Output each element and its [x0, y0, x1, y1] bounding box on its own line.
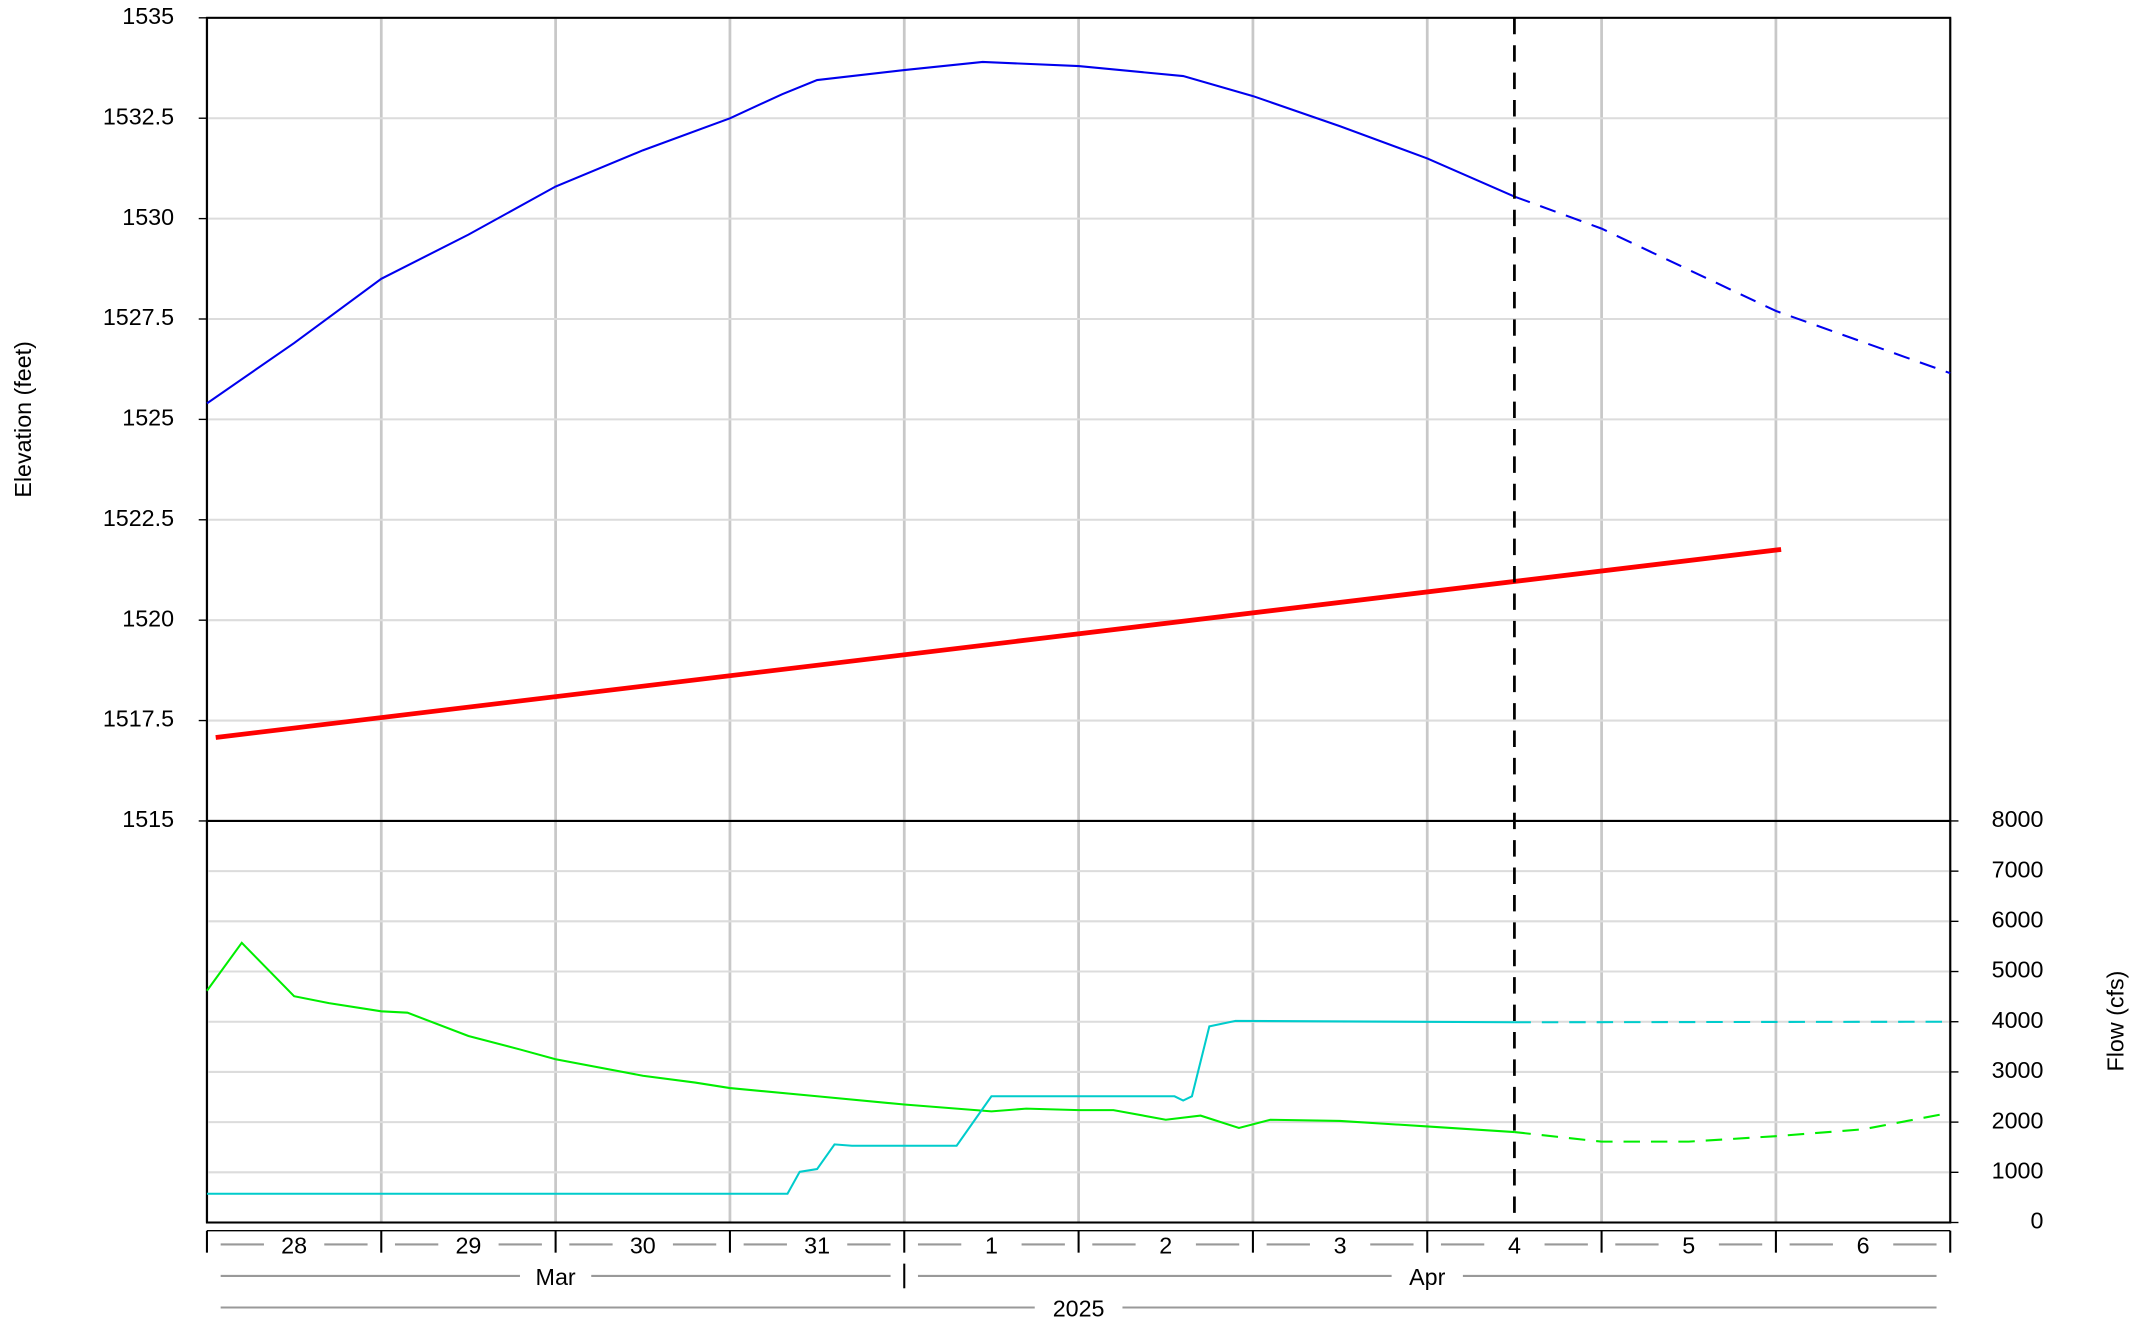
x-tick-label: 4 — [1508, 1232, 1521, 1258]
y2-tick-label: 1000 — [1992, 1157, 2044, 1183]
x-tick-label: 1 — [985, 1232, 998, 1258]
y-tick-label: 1517.5 — [103, 706, 174, 732]
month-label: Mar — [536, 1264, 576, 1290]
series-line — [1514, 1111, 1951, 1143]
month-label: Apr — [1409, 1264, 1445, 1290]
series-line — [1514, 195, 1951, 375]
y-tick-label: 1522.5 — [103, 505, 174, 531]
y2-tick-label: 6000 — [1992, 906, 2044, 932]
series-line — [215, 547, 1782, 740]
y2-tick-label: 4000 — [1992, 1007, 2044, 1033]
x-tick-label: 31 — [804, 1232, 830, 1258]
x-tick-label: 29 — [455, 1232, 481, 1258]
y-tick-label: 1527.5 — [103, 304, 174, 330]
plot-frame — [205, 16, 1952, 1224]
y2-axis-label: Flow (cfs) — [2103, 971, 2129, 1072]
series-line — [1514, 1020, 1951, 1024]
y-tick-label: 1520 — [122, 605, 174, 631]
y-tick-label: 1515 — [122, 806, 174, 832]
y-tick-label: 1530 — [122, 204, 174, 230]
x-tick-label: 30 — [630, 1232, 656, 1258]
x-tick-label: 28 — [281, 1232, 307, 1258]
y2-tick-label: 5000 — [1992, 957, 2044, 983]
y2-tick-label: 3000 — [1992, 1057, 2044, 1083]
series-line — [206, 1019, 1515, 1195]
series-line — [206, 941, 1515, 1134]
y2-tick-label: 0 — [2030, 1208, 2043, 1234]
y-tick-label: 1535 — [122, 3, 174, 29]
y2-tick-label: 7000 — [1992, 856, 2044, 882]
y2-tick-label: 2000 — [1992, 1107, 2044, 1133]
x-tick-label: 5 — [1682, 1232, 1695, 1258]
series-line — [206, 60, 1515, 405]
year-label: 2025 — [1053, 1295, 1105, 1319]
x-tick-label: 6 — [1857, 1232, 1870, 1258]
x-tick-label: 3 — [1334, 1232, 1347, 1258]
y-axis-label: Elevation (feet) — [10, 341, 36, 498]
y-tick-label: 1525 — [122, 405, 174, 431]
x-tick-label: 2 — [1159, 1232, 1172, 1258]
y-tick-label: 1532.5 — [103, 103, 174, 129]
y2-tick-label: 8000 — [1992, 806, 2044, 832]
